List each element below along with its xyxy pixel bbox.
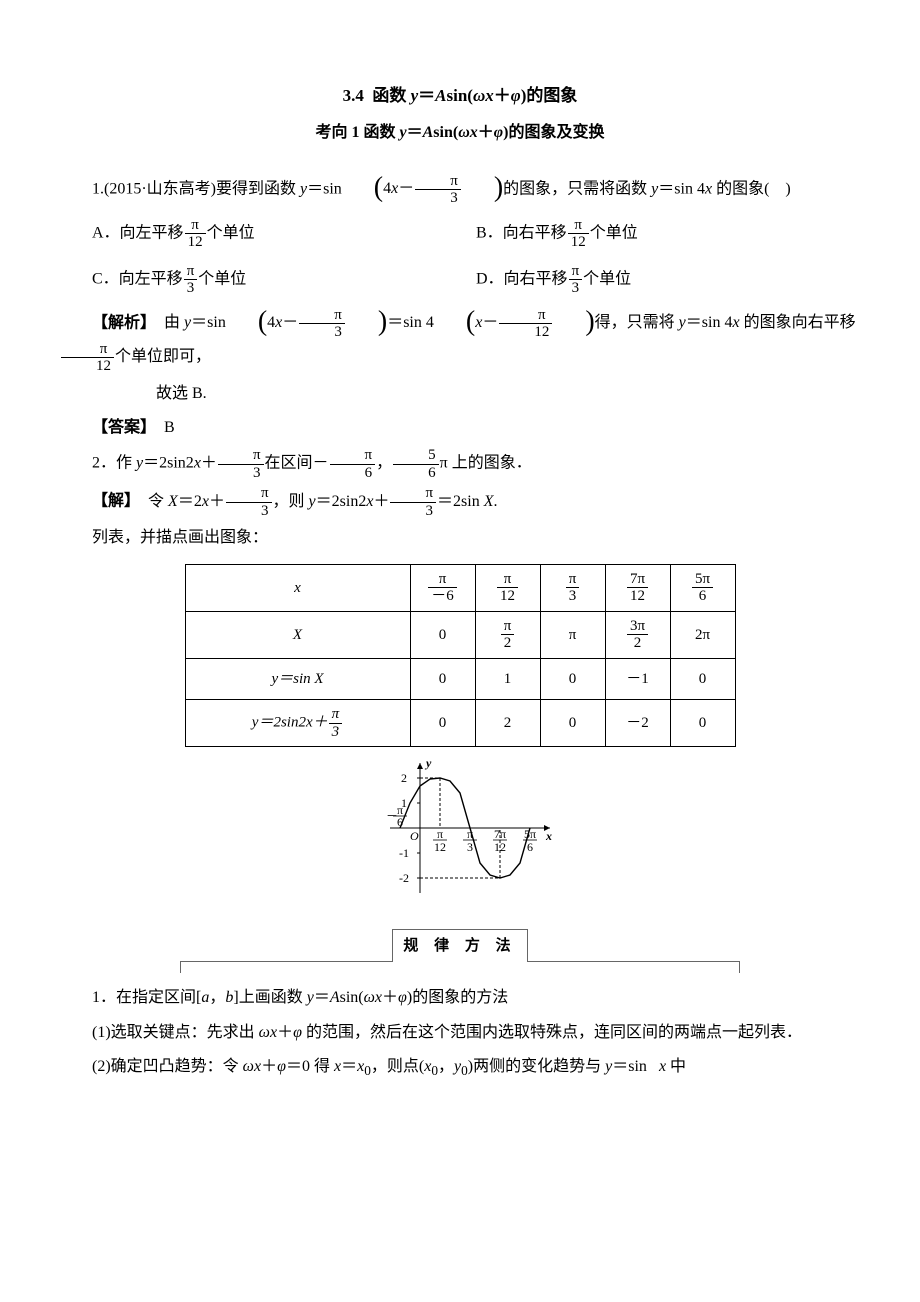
q1-option-d: D．向右平移π3个单位 — [476, 257, 860, 303]
table-row-label: y＝2sin2x＋π3 — [185, 700, 410, 747]
table-row-label: y＝sin X — [185, 658, 410, 700]
method-p3: (2)确定凹凸趋势：令 ωx＋φ＝0 得 x＝x0，则点(x0，y0)两侧的变化… — [60, 1052, 860, 1084]
table-cell: 0 — [410, 611, 475, 658]
svg-text:x: x — [545, 829, 552, 843]
table-cell: π — [540, 611, 605, 658]
page-title: 3.4 函数 y＝Asin(ωx＋φ)的图象 — [60, 80, 860, 112]
method-p2: (1)选取关键点：先求出 ωx＋φ 的范围，然后在这个范围内选取特殊点，连同区间… — [60, 1018, 860, 1048]
table-cell: 0 — [540, 700, 605, 747]
q1-analysis: 【解析】 由 y＝sin(4x－π3)＝sin 4(x－π12)得，只需将 y＝… — [60, 307, 860, 375]
svg-text:12: 12 — [434, 840, 446, 854]
svg-text:12: 12 — [494, 840, 506, 854]
q1-stem: 1.(2015·山东高考)要得到函数 y＝sin(4x－π3)的图象，只需将函数… — [60, 173, 860, 207]
q1-option-c: C．向左平移π3个单位 — [92, 257, 476, 303]
table-cell: 0 — [670, 658, 735, 700]
table-cell: π3 — [540, 564, 605, 611]
table-cell: 7π12 — [605, 564, 670, 611]
table-cell: π12 — [475, 564, 540, 611]
method-box: 规 律 方 法 — [60, 929, 860, 976]
table-cell: 5π6 — [670, 564, 735, 611]
table-cell: π2 — [475, 611, 540, 658]
svg-text:2: 2 — [401, 771, 407, 785]
value-table: xπ－6π12π37π125π6X0π2π3π22πy＝sin X010－10y… — [185, 564, 736, 748]
svg-text:-2: -2 — [399, 871, 409, 885]
svg-text:7π: 7π — [494, 827, 506, 841]
q1-analysis-tail: 故选 B. — [60, 379, 860, 409]
method-label: 规 律 方 法 — [392, 929, 527, 963]
table-cell: 0 — [670, 700, 735, 747]
table-cell: －2 — [605, 700, 670, 747]
q2-stem: 2．作 y＝2sin2x＋π3在区间－π6，56π 上的图象． — [60, 447, 860, 481]
q1-option-b: B．向右平移π12个单位 — [476, 211, 860, 257]
table-cell: 1 — [475, 658, 540, 700]
table-cell: 2 — [475, 700, 540, 747]
q2-solution-line2: 列表，并描点画出图象： — [60, 523, 860, 553]
svg-text:O: O — [410, 829, 419, 843]
section-subtitle: 考向 1 函数 y＝Asin(ωx＋φ)的图象及变换 — [60, 118, 860, 148]
svg-text:3: 3 — [467, 840, 473, 854]
table-cell: 3π2 — [605, 611, 670, 658]
table-cell: 0 — [540, 658, 605, 700]
q2-solution-line1: 【解】 令 X＝2x＋π3，则 y＝2sin2x＋π3＝2sin X. — [60, 485, 860, 519]
q1-answer: 【答案】 B — [60, 413, 860, 443]
svg-text:6: 6 — [527, 840, 533, 854]
table-cell: －1 — [605, 658, 670, 700]
table-cell: 0 — [410, 658, 475, 700]
q1-option-a: A．向左平移π12个单位 — [92, 211, 476, 257]
table-row-label: X — [185, 611, 410, 658]
svg-text:-1: -1 — [399, 846, 409, 860]
sine-chart: yxO21-1-2－π6π12π37π125π6 — [60, 753, 860, 914]
table-row-label: x — [185, 564, 410, 611]
method-p1: 1．在指定区间[a，b]上画函数 y＝Asin(ωx＋φ)的图象的方法 — [60, 983, 860, 1013]
table-cell: 2π — [670, 611, 735, 658]
svg-text:y: y — [424, 756, 432, 770]
q1-options: A．向左平移π12个单位 B．向右平移π12个单位 C．向左平移π3个单位 D．… — [92, 211, 860, 303]
table-cell: π－6 — [410, 564, 475, 611]
svg-text:π: π — [437, 827, 443, 841]
table-cell: 0 — [410, 700, 475, 747]
